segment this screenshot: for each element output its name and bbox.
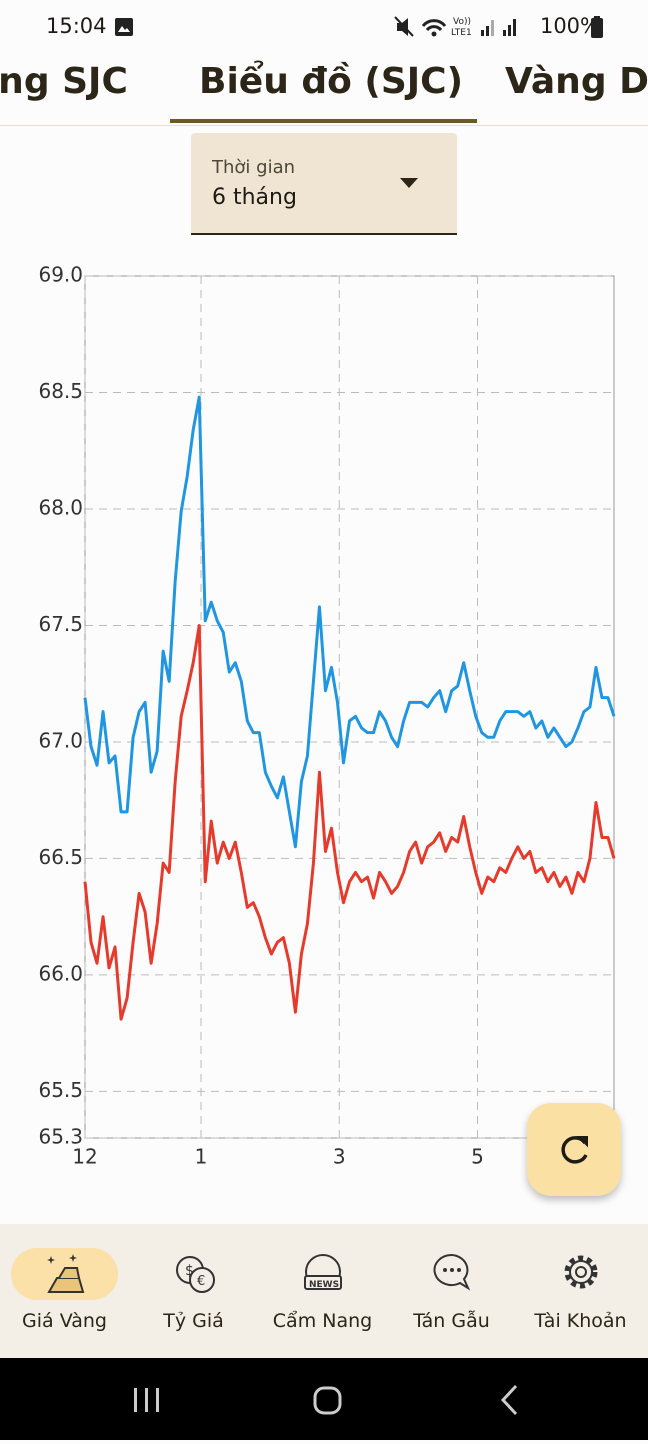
tab-bar: Vàng SJC Biểu đồ (SJC) Vàng D — [0, 55, 648, 126]
nav-label: Tán Gẫu — [413, 1310, 490, 1332]
y-tick-label: 68.5 — [38, 379, 83, 403]
svg-text:NEWS: NEWS — [309, 1280, 339, 1290]
system-buttons — [134, 1384, 518, 1416]
battery-level: 100% — [539, 14, 600, 38]
news-icon: NEWS — [304, 1254, 342, 1290]
status-icons: Vo))LTE1 — [394, 16, 516, 38]
tab[interactable]: Vàng D — [505, 61, 648, 102]
y-tick-label: 69.0 — [38, 263, 83, 287]
price-line — [83, 395, 616, 849]
tab-indicator — [170, 119, 477, 123]
y-tick-label: 66.0 — [38, 961, 83, 985]
dropdown-arrow — [400, 178, 418, 188]
svg-text:€: € — [197, 1274, 205, 1289]
svg-text:LTE1: LTE1 — [451, 28, 472, 38]
svg-text:$: $ — [185, 1263, 194, 1279]
plot-area — [84, 275, 615, 1139]
nav-item[interactable]: Tài Khoản — [516, 1224, 645, 1358]
y-tick-label: 68.0 — [38, 495, 83, 519]
gallery-icon — [115, 18, 133, 36]
nav-label: Giá Vàng — [22, 1310, 107, 1332]
exchange-icon: $€ — [176, 1256, 215, 1293]
dropdown-value: 6 tháng — [212, 185, 297, 210]
x-tick-label: 1 — [195, 1145, 208, 1169]
tab-selected[interactable]: Biểu đồ (SJC) — [199, 61, 464, 102]
nav-item[interactable]: NEWS Cẩm Nang — [258, 1224, 387, 1358]
y-tick-label: 66.5 — [38, 845, 83, 869]
nav-item[interactable]: $ € Tỷ Giá — [129, 1224, 258, 1358]
dropdown-label: Thời gian — [212, 157, 296, 178]
nav-item[interactable]: Giá Vàng — [0, 1224, 129, 1358]
clock: 15:04 — [46, 14, 107, 38]
period-dropdown[interactable]: Thời gian 6 tháng — [191, 133, 457, 235]
battery-icon — [591, 16, 603, 38]
nav-label: Cẩm Nang — [272, 1310, 373, 1332]
chat-icon — [433, 1253, 471, 1291]
bottom-nav: Giá Vàng $ € Tỷ Giá NEWS Cẩm Nang Tán Gẫu… — [0, 1224, 648, 1358]
y-tick-label: 65.5 — [38, 1078, 83, 1102]
nav-label: Tỷ Giá — [163, 1310, 224, 1332]
refresh-icon — [561, 1136, 588, 1164]
gold-icon — [47, 1254, 85, 1293]
y-tick-label: 67.0 — [38, 728, 83, 752]
tab[interactable]: Vàng SJC — [0, 61, 128, 102]
y-tick-label: 65.3 — [38, 1125, 83, 1149]
chart: 69.0 68.5 68.0 67.5 67.0 66.5 66.0 65.5 65.312 1 3… — [38, 263, 616, 1169]
price-line — [83, 623, 616, 1021]
refresh-button[interactable] — [527, 1103, 621, 1196]
nav-label: Tài Khoản — [534, 1310, 627, 1332]
status-bar: 15:04 Vo)) LTE1 100% — [0, 0, 648, 55]
x-tick-label: 12 — [72, 1145, 97, 1169]
x-tick-label: 3 — [333, 1145, 346, 1169]
nav-item[interactable]: Tán Gẫu — [387, 1224, 516, 1358]
y-tick-label: 67.5 — [38, 612, 83, 636]
svg-text:Vo)): Vo)) — [453, 17, 471, 27]
x-tick-label: 5 — [471, 1145, 484, 1169]
settings-icon — [564, 1255, 598, 1289]
system-nav-bar — [0, 1358, 648, 1440]
